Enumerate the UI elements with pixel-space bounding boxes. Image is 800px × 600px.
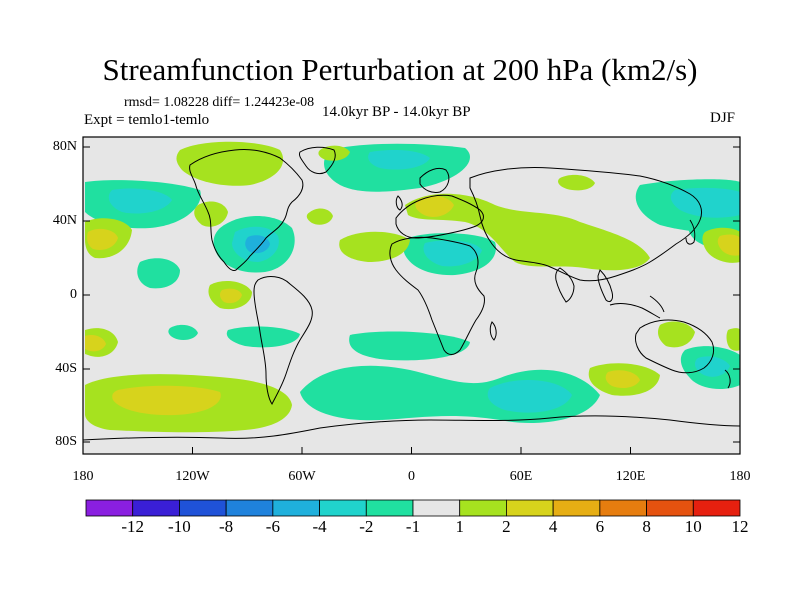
colorbar-label: 4 — [548, 517, 558, 536]
lat-label-40n: 40N — [52, 213, 77, 228]
pos-region-dateline-south — [726, 328, 740, 351]
coast-asia — [469, 167, 703, 282]
lon-label-120e: 120E — [615, 469, 646, 484]
colorbar-label: -4 — [312, 517, 327, 536]
neg-region-west-pacific-south-core — [694, 356, 730, 377]
colorbar-swatch — [365, 499, 414, 517]
coast-new-zealand — [724, 369, 731, 389]
pos-region-greenland — [318, 145, 350, 161]
pos-region-north-pacific-center — [194, 201, 228, 227]
neg-region-southern-ocean-core — [487, 379, 572, 413]
season-label: DJF — [710, 110, 736, 126]
colorbar-swatch — [459, 499, 507, 517]
colorbar-swatch — [272, 499, 320, 517]
pos-region-western-atlantic — [306, 208, 333, 225]
pos-region-indian-ocean-south-core — [605, 370, 640, 388]
coastlines — [83, 146, 740, 441]
colorbar-label: 12 — [731, 517, 749, 536]
colorbar-label: 1 — [455, 517, 464, 536]
coast-greenland — [299, 146, 336, 175]
coast-antarctica — [83, 415, 740, 441]
coast-british-isles — [395, 195, 403, 211]
pos-region-arctic-canada — [176, 141, 284, 186]
positive-anomaly-regions — [85, 141, 740, 433]
colorbar-swatch — [85, 499, 134, 517]
colorbar-label: 2 — [502, 517, 511, 536]
coast-southeast-asia — [597, 269, 613, 303]
colorbar-swatch — [599, 499, 647, 517]
coast-japan — [685, 219, 696, 245]
pos-region-eurasia — [405, 193, 650, 271]
colorbar-label: -6 — [265, 517, 280, 536]
colorbar-swatch — [225, 499, 274, 517]
coast-india — [555, 267, 575, 303]
lon-label-180w: 180 — [72, 469, 94, 484]
neg-region-north-atlantic-core — [368, 150, 430, 170]
colorbar-label: 6 — [595, 517, 605, 536]
lat-label-40s: 40S — [55, 361, 77, 376]
colorbar-label: -2 — [359, 517, 374, 536]
pos-region-dateline-north-core — [717, 234, 740, 256]
pos-region-central-pacific-north-core — [87, 228, 118, 250]
coast-north-america — [189, 149, 304, 271]
pos-region-south-indian-east — [658, 321, 695, 348]
colorbar-label: 8 — [642, 517, 651, 536]
lat-label-0: 0 — [70, 287, 77, 302]
coast-madagascar — [489, 321, 497, 341]
colorbar-swatch — [412, 499, 461, 517]
colorbar-label: 10 — [684, 517, 702, 536]
pos-region-siberia — [558, 174, 595, 191]
lon-label-120w: 120W — [175, 469, 210, 484]
pos-region-south-pacific-east-core — [112, 385, 221, 416]
colorbar-swatch — [179, 499, 227, 517]
stats-text: rmsd= 1.08228 diff= 1.24423e-08 — [124, 95, 315, 110]
lon-label-60e: 60E — [509, 469, 533, 484]
lon-label-0: 0 — [408, 469, 415, 484]
coast-australia — [635, 319, 715, 374]
map-title: Streamfunction Perturbation at 200 hPa (… — [102, 52, 698, 87]
colorbar-label: -10 — [168, 517, 191, 536]
axis-ticks — [82, 146, 741, 454]
pos-region-europe-core — [415, 195, 454, 217]
neg-region-north-pacific-east-core — [670, 187, 740, 218]
lon-label-180e: 180 — [729, 469, 751, 484]
experiment-label: Expt = temlo1-temlo — [84, 112, 210, 128]
colorbar-label: -12 — [121, 517, 145, 536]
colorbar-swatch — [646, 499, 694, 517]
neg-region-south-pacific — [226, 326, 300, 348]
pos-region-mid-atlantic — [339, 231, 410, 262]
lon-label-60w: 60W — [288, 469, 316, 484]
pos-region-south-pacific-west-core — [85, 334, 106, 352]
negative-anomaly-regions — [85, 143, 740, 423]
colorbar-label: -8 — [219, 517, 234, 536]
coast-africa — [389, 236, 485, 355]
colorbar-swatch — [552, 499, 601, 517]
pos-region-equatorial-pacific-core — [219, 288, 242, 304]
coast-indonesia — [609, 295, 665, 319]
neg-region-south-pacific-west — [168, 324, 198, 341]
neg-region-north-america-center — [245, 235, 270, 254]
neg-region-north-africa-core — [423, 240, 482, 267]
lat-label-80s: 80S — [55, 434, 77, 449]
coast-europe — [395, 194, 484, 239]
period-label: 14.0kyr BP - 14.0kyr BP — [322, 104, 471, 120]
colorbar-swatch — [506, 499, 554, 517]
colorbar-label: -1 — [405, 517, 421, 536]
colorbar-swatch — [692, 499, 741, 517]
coast-south-america — [253, 276, 313, 405]
lat-label-80n: 80N — [52, 139, 77, 154]
neg-region-tropical-pacific — [137, 258, 180, 289]
coast-scandinavia — [419, 167, 450, 193]
neg-region-north-pacific-west-core — [108, 188, 172, 214]
colorbar-swatch — [132, 499, 180, 517]
colorbar-swatch — [319, 499, 367, 517]
